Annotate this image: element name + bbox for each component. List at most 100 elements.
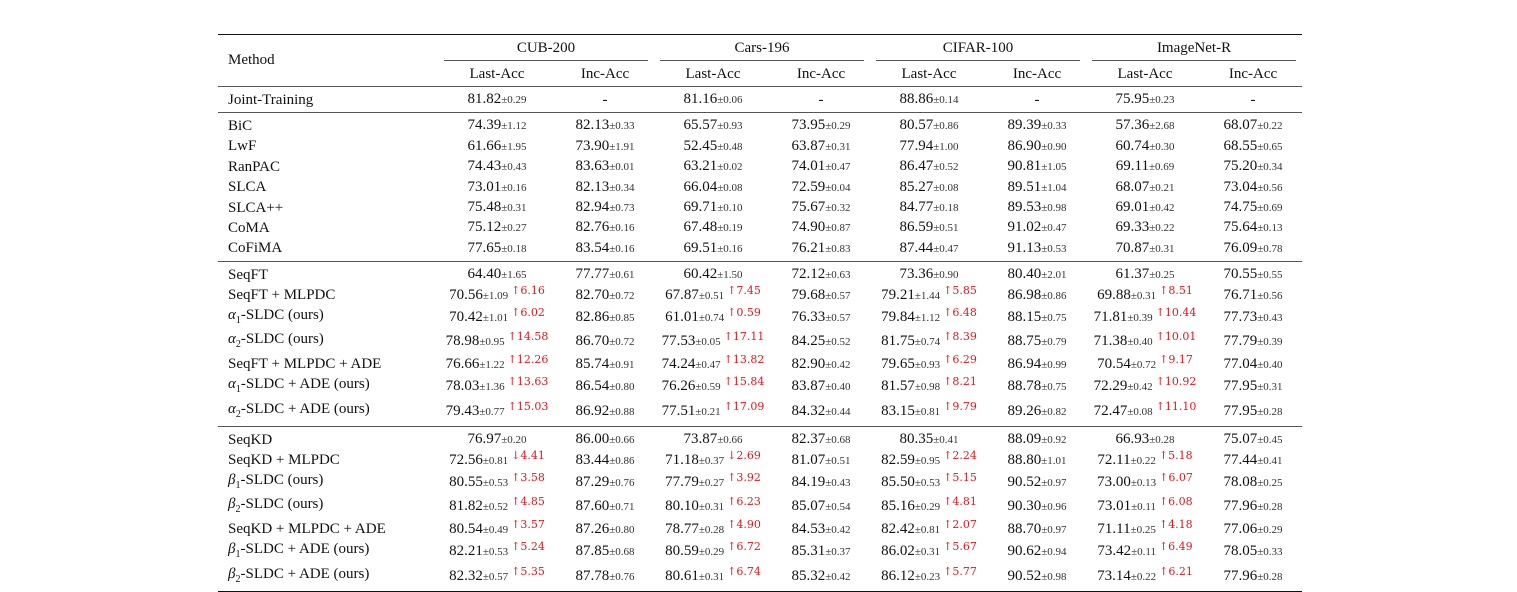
cell-value: 78.03 bbox=[445, 378, 480, 395]
cell-value: 87.85 bbox=[575, 543, 610, 560]
cell-value: - bbox=[1250, 91, 1256, 108]
cell-value: 68.07 bbox=[1115, 178, 1150, 195]
cell-value: 73.90 bbox=[575, 137, 610, 154]
method-name: SeqKD bbox=[228, 431, 273, 448]
cell-value: 63.87 bbox=[791, 137, 826, 154]
cell-inc-acc: 88.09±0.92 bbox=[988, 427, 1086, 451]
cell-std: ±0.40 bbox=[1127, 336, 1153, 349]
cell-last-acc: 69.11±0.69 bbox=[1086, 157, 1204, 177]
cell-value: 74.43 bbox=[467, 158, 502, 175]
cell-value: 77.06 bbox=[1223, 520, 1258, 537]
cell-value: 84.32 bbox=[791, 402, 826, 419]
cell-last-acc: 60.74±0.30 bbox=[1086, 137, 1204, 157]
table-row: SLCA 73.01±0.16 82.13±0.34 66.04±0.08 72.59±… bbox=[218, 178, 1302, 198]
cell-value: 82.90 bbox=[791, 355, 826, 372]
cell-value: 86.94 bbox=[1007, 355, 1042, 372]
cell-std: ±0.47 bbox=[1041, 222, 1067, 235]
cell-value: 87.60 bbox=[575, 498, 610, 515]
cell-std: ±0.53 bbox=[482, 476, 509, 489]
cell-last-acc: 67.87±0.51 ↑7.45 bbox=[654, 284, 772, 306]
cell-std: ±1.91 bbox=[609, 140, 635, 153]
delta-up-indicator: ↑5.77 bbox=[943, 564, 977, 578]
cell-last-acc: 77.79±0.27 ↑3.92 bbox=[654, 471, 772, 495]
cell-std: ±0.86 bbox=[933, 120, 959, 133]
cell-inc-acc: 73.04±0.56 bbox=[1204, 178, 1302, 198]
cell-std: ±0.74 bbox=[698, 312, 725, 325]
cell-value: 69.11 bbox=[1115, 158, 1149, 175]
delta-up-indicator: ↑4.85 bbox=[511, 495, 545, 509]
cell-value: 77.94 bbox=[899, 137, 934, 154]
cell-last-acc: 61.37±0.25 bbox=[1086, 262, 1204, 286]
cell-last-acc: 81.57±0.98 ↑8.21 bbox=[870, 375, 988, 399]
cell-last-acc: 86.59±0.51 bbox=[870, 218, 988, 238]
cell-value: 74.39 bbox=[467, 117, 502, 134]
cell-inc-acc: 72.59±0.04 bbox=[772, 178, 870, 198]
cell-std: ±0.13 bbox=[1130, 476, 1157, 489]
cell-std: ±0.72 bbox=[609, 336, 635, 349]
cell-last-acc: 72.11±0.22 ↑5.18 bbox=[1086, 449, 1204, 471]
cell-std: ±0.11 bbox=[1131, 501, 1156, 514]
cell-value: 57.36 bbox=[1115, 117, 1150, 134]
cell-value: 78.98 bbox=[445, 333, 480, 350]
cell-std: ±0.99 bbox=[1041, 358, 1067, 371]
cell-last-acc: 88.86±0.14 bbox=[870, 87, 988, 113]
delta-down-indicator: ↓2.69 bbox=[727, 448, 761, 462]
cell-std: ±0.33 bbox=[1257, 546, 1283, 559]
cell-value: 80.10 bbox=[665, 498, 699, 515]
cell-last-acc: 69.51±0.16 bbox=[654, 239, 772, 262]
cell-value: 79.68 bbox=[791, 286, 826, 303]
metric-header-last-acc: Last-Acc bbox=[1117, 65, 1173, 82]
cell-value: 69.01 bbox=[1115, 199, 1150, 216]
cell-std: ±0.32 bbox=[825, 202, 851, 215]
cell-value: 85.32 bbox=[791, 567, 826, 584]
cell-inc-acc: 77.95±0.31 bbox=[1204, 375, 1302, 399]
cell-last-acc: 71.11±0.25 ↑4.18 bbox=[1086, 518, 1204, 540]
cell-std: ±0.42 bbox=[825, 358, 851, 371]
cell-std: ±0.98 bbox=[914, 381, 941, 394]
method-greek-symbol: β bbox=[228, 471, 236, 488]
cell-value: 84.19 bbox=[791, 473, 826, 490]
table-row: α1-SLDC + ADE (ours) 78.03±1.36 ↑13.63 86.5… bbox=[218, 375, 1302, 399]
cell-std: ±0.27 bbox=[698, 476, 725, 489]
cell-inc-acc: 83.54±0.16 bbox=[556, 239, 654, 262]
cell-value: 77.96 bbox=[1223, 498, 1258, 515]
cell-value: 76.21 bbox=[791, 239, 826, 256]
cell-value: 77.79 bbox=[1223, 333, 1258, 350]
delta-up-indicator: ↑8.51 bbox=[1159, 283, 1193, 297]
cell-std: ±0.37 bbox=[698, 454, 725, 467]
cell-last-acc: 73.36±0.90 bbox=[870, 262, 988, 286]
cell-std: ±0.82 bbox=[1041, 405, 1067, 418]
cell-std: ±0.40 bbox=[825, 381, 851, 394]
cell-last-acc: 77.53±0.05 ↑17.11 bbox=[654, 330, 772, 354]
method-subscript: 2 bbox=[235, 339, 241, 351]
cell-value: 77.96 bbox=[1223, 567, 1258, 584]
method-suffix: -SLDC (ours) bbox=[240, 331, 324, 348]
cell-value: 82.13 bbox=[575, 117, 610, 134]
method-name: SLCA++ bbox=[228, 199, 284, 216]
cell-inc-acc: 87.29±0.76 bbox=[556, 471, 654, 495]
cell-inc-acc: 91.13±0.53 bbox=[988, 239, 1086, 262]
cell-std: ±0.31 bbox=[1257, 381, 1283, 394]
cell-value: 70.87 bbox=[1115, 239, 1150, 256]
delta-up-indicator: ↑6.72 bbox=[727, 540, 761, 554]
cell-inc-acc: 77.04±0.40 bbox=[1204, 355, 1302, 375]
cell-last-acc: 77.65±0.18 bbox=[438, 239, 556, 262]
cell-inc-acc: 90.52±0.98 bbox=[988, 565, 1086, 592]
method-greek-symbol: α bbox=[228, 376, 236, 393]
cell-inc-acc: 78.08±0.25 bbox=[1204, 471, 1302, 495]
cell-inc-acc: 90.52±0.97 bbox=[988, 471, 1086, 495]
cell-std: ±0.54 bbox=[825, 501, 851, 514]
cell-last-acc: 78.03±1.36 ↑13.63 bbox=[438, 375, 556, 399]
cell-inc-acc: 73.90±1.91 bbox=[556, 137, 654, 157]
cell-std: ±0.23 bbox=[1149, 94, 1175, 106]
cell-value: 83.54 bbox=[575, 239, 610, 256]
method-subscript: 2 bbox=[235, 408, 241, 420]
metric-header-inc-acc: Inc-Acc bbox=[1012, 65, 1062, 82]
cell-std: ±0.97 bbox=[1041, 523, 1067, 536]
cell-inc-acc: 91.02±0.47 bbox=[988, 218, 1086, 238]
cell-value: 88.75 bbox=[1007, 333, 1042, 350]
cell-last-acc: 80.59±0.29 ↑6.72 bbox=[654, 540, 772, 564]
cell-value: 70.42 bbox=[449, 309, 483, 326]
metric-header-inc-acc: Inc-Acc bbox=[580, 65, 630, 82]
cell-inc-acc: 82.76±0.16 bbox=[556, 218, 654, 238]
